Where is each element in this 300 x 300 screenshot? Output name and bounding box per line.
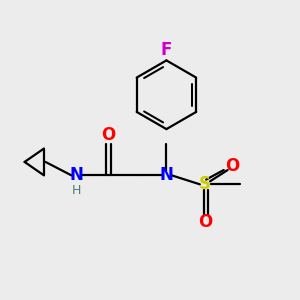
Text: S: S: [199, 175, 211, 193]
Text: F: F: [161, 41, 172, 59]
Text: O: O: [101, 126, 115, 144]
Text: H: H: [72, 184, 82, 197]
Text: N: N: [160, 167, 173, 184]
Text: O: O: [198, 213, 212, 231]
Text: O: O: [225, 158, 239, 175]
Text: N: N: [70, 167, 84, 184]
